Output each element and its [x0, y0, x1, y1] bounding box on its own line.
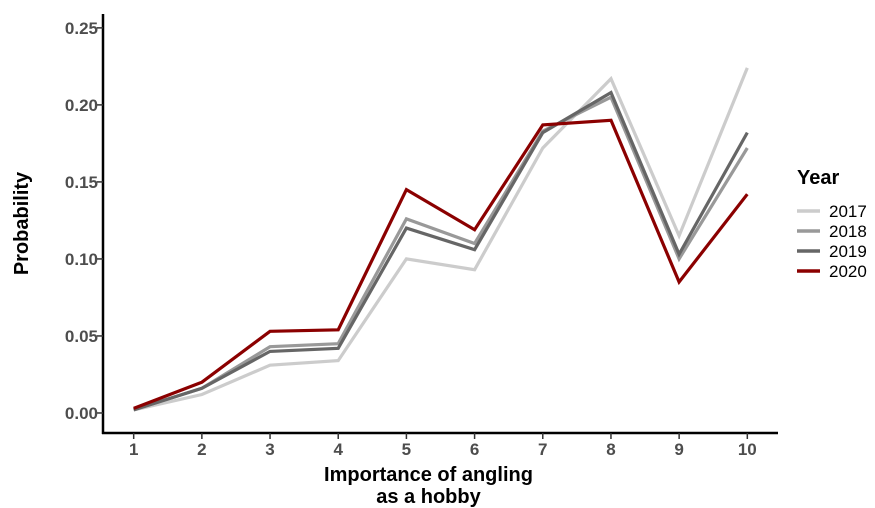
x-tick-label: 3	[265, 440, 274, 459]
y-axis-title: Probability	[11, 171, 33, 275]
legend-label-2020: 2020	[829, 262, 867, 281]
y-tick-label: 0.25	[65, 19, 98, 38]
x-tick-label: 4	[333, 440, 343, 459]
series-line-2018	[133, 95, 749, 412]
series-line-2019	[133, 90, 749, 412]
series-lines	[133, 67, 749, 412]
x-tick-label: 8	[606, 440, 615, 459]
series-line-2020	[133, 118, 749, 410]
x-tick-label: 2	[197, 440, 206, 459]
x-axis-title-line-2: as a hobby	[376, 486, 481, 508]
y-tick-label: 0.15	[65, 173, 98, 192]
x-tick-label: 7	[538, 440, 547, 459]
legend-label-2018: 2018	[829, 222, 867, 241]
legend-label-2017: 2017	[829, 202, 867, 221]
axes	[101, 14, 778, 435]
x-tick-label: 6	[470, 440, 479, 459]
y-tick-label: 0.05	[65, 327, 98, 346]
tick-labels: 0.00 0.05 0.10 0.15 0.20 0.25 1 2 3 4 5 6 7 8 9 10	[65, 19, 757, 459]
y-tick-label: 0.10	[65, 250, 98, 269]
x-tick-label: 5	[402, 440, 411, 459]
legend-label-2019: 2019	[829, 242, 867, 261]
legend-title: Year	[797, 167, 839, 189]
x-axis-title-line-1: Importance of angling	[324, 464, 533, 486]
y-tick-label: 0.20	[65, 96, 98, 115]
x-tick-label: 9	[674, 440, 683, 459]
x-tick-label: 10	[738, 440, 757, 459]
x-tick-label: 1	[129, 440, 138, 459]
y-tick-label: 0.00	[65, 404, 98, 423]
series-line-2017	[133, 67, 749, 412]
